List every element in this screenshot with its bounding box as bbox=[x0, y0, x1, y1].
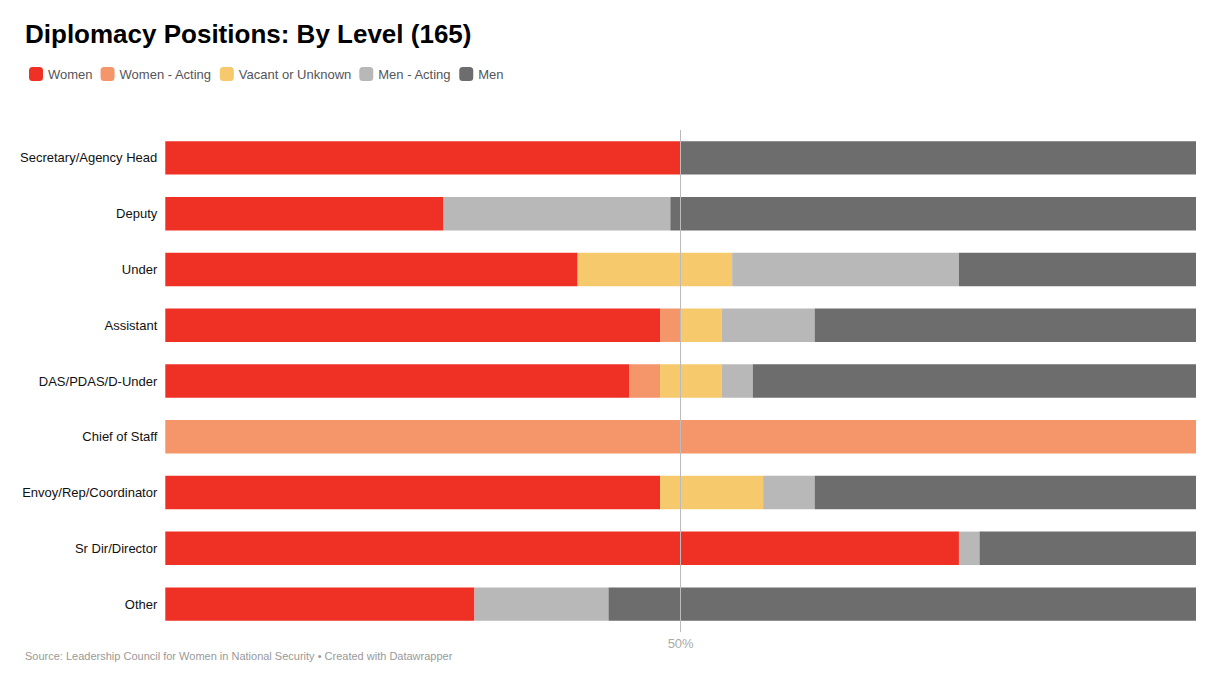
svg-text:Deputy: Deputy bbox=[116, 206, 158, 221]
svg-text:50%: 50% bbox=[668, 636, 694, 651]
svg-text:Men: Men bbox=[478, 67, 503, 82]
svg-text:Women - Acting: Women - Acting bbox=[120, 67, 212, 82]
svg-text:Women: Women bbox=[48, 67, 93, 82]
svg-text:Sr Dir/Director: Sr Dir/Director bbox=[75, 541, 158, 556]
svg-text:Vacant or Unknown: Vacant or Unknown bbox=[239, 67, 351, 82]
svg-text:Envoy/Rep/Coordinator: Envoy/Rep/Coordinator bbox=[22, 485, 158, 500]
svg-text:Assistant: Assistant bbox=[105, 318, 158, 333]
svg-text:Secretary/Agency Head: Secretary/Agency Head bbox=[20, 150, 157, 165]
svg-text:Under: Under bbox=[122, 262, 158, 277]
svg-text:Men - Acting: Men - Acting bbox=[378, 67, 450, 82]
svg-text:Diplomacy Positions: By Level: Diplomacy Positions: By Level (165) bbox=[25, 19, 471, 49]
svg-text:Chief of Staff: Chief of Staff bbox=[82, 429, 157, 444]
svg-text:DAS/PDAS/D-Under: DAS/PDAS/D-Under bbox=[39, 374, 158, 389]
svg-text:Other: Other bbox=[125, 597, 158, 612]
svg-text:Source: Leadership Council for: Source: Leadership Council for Women in … bbox=[25, 650, 453, 662]
